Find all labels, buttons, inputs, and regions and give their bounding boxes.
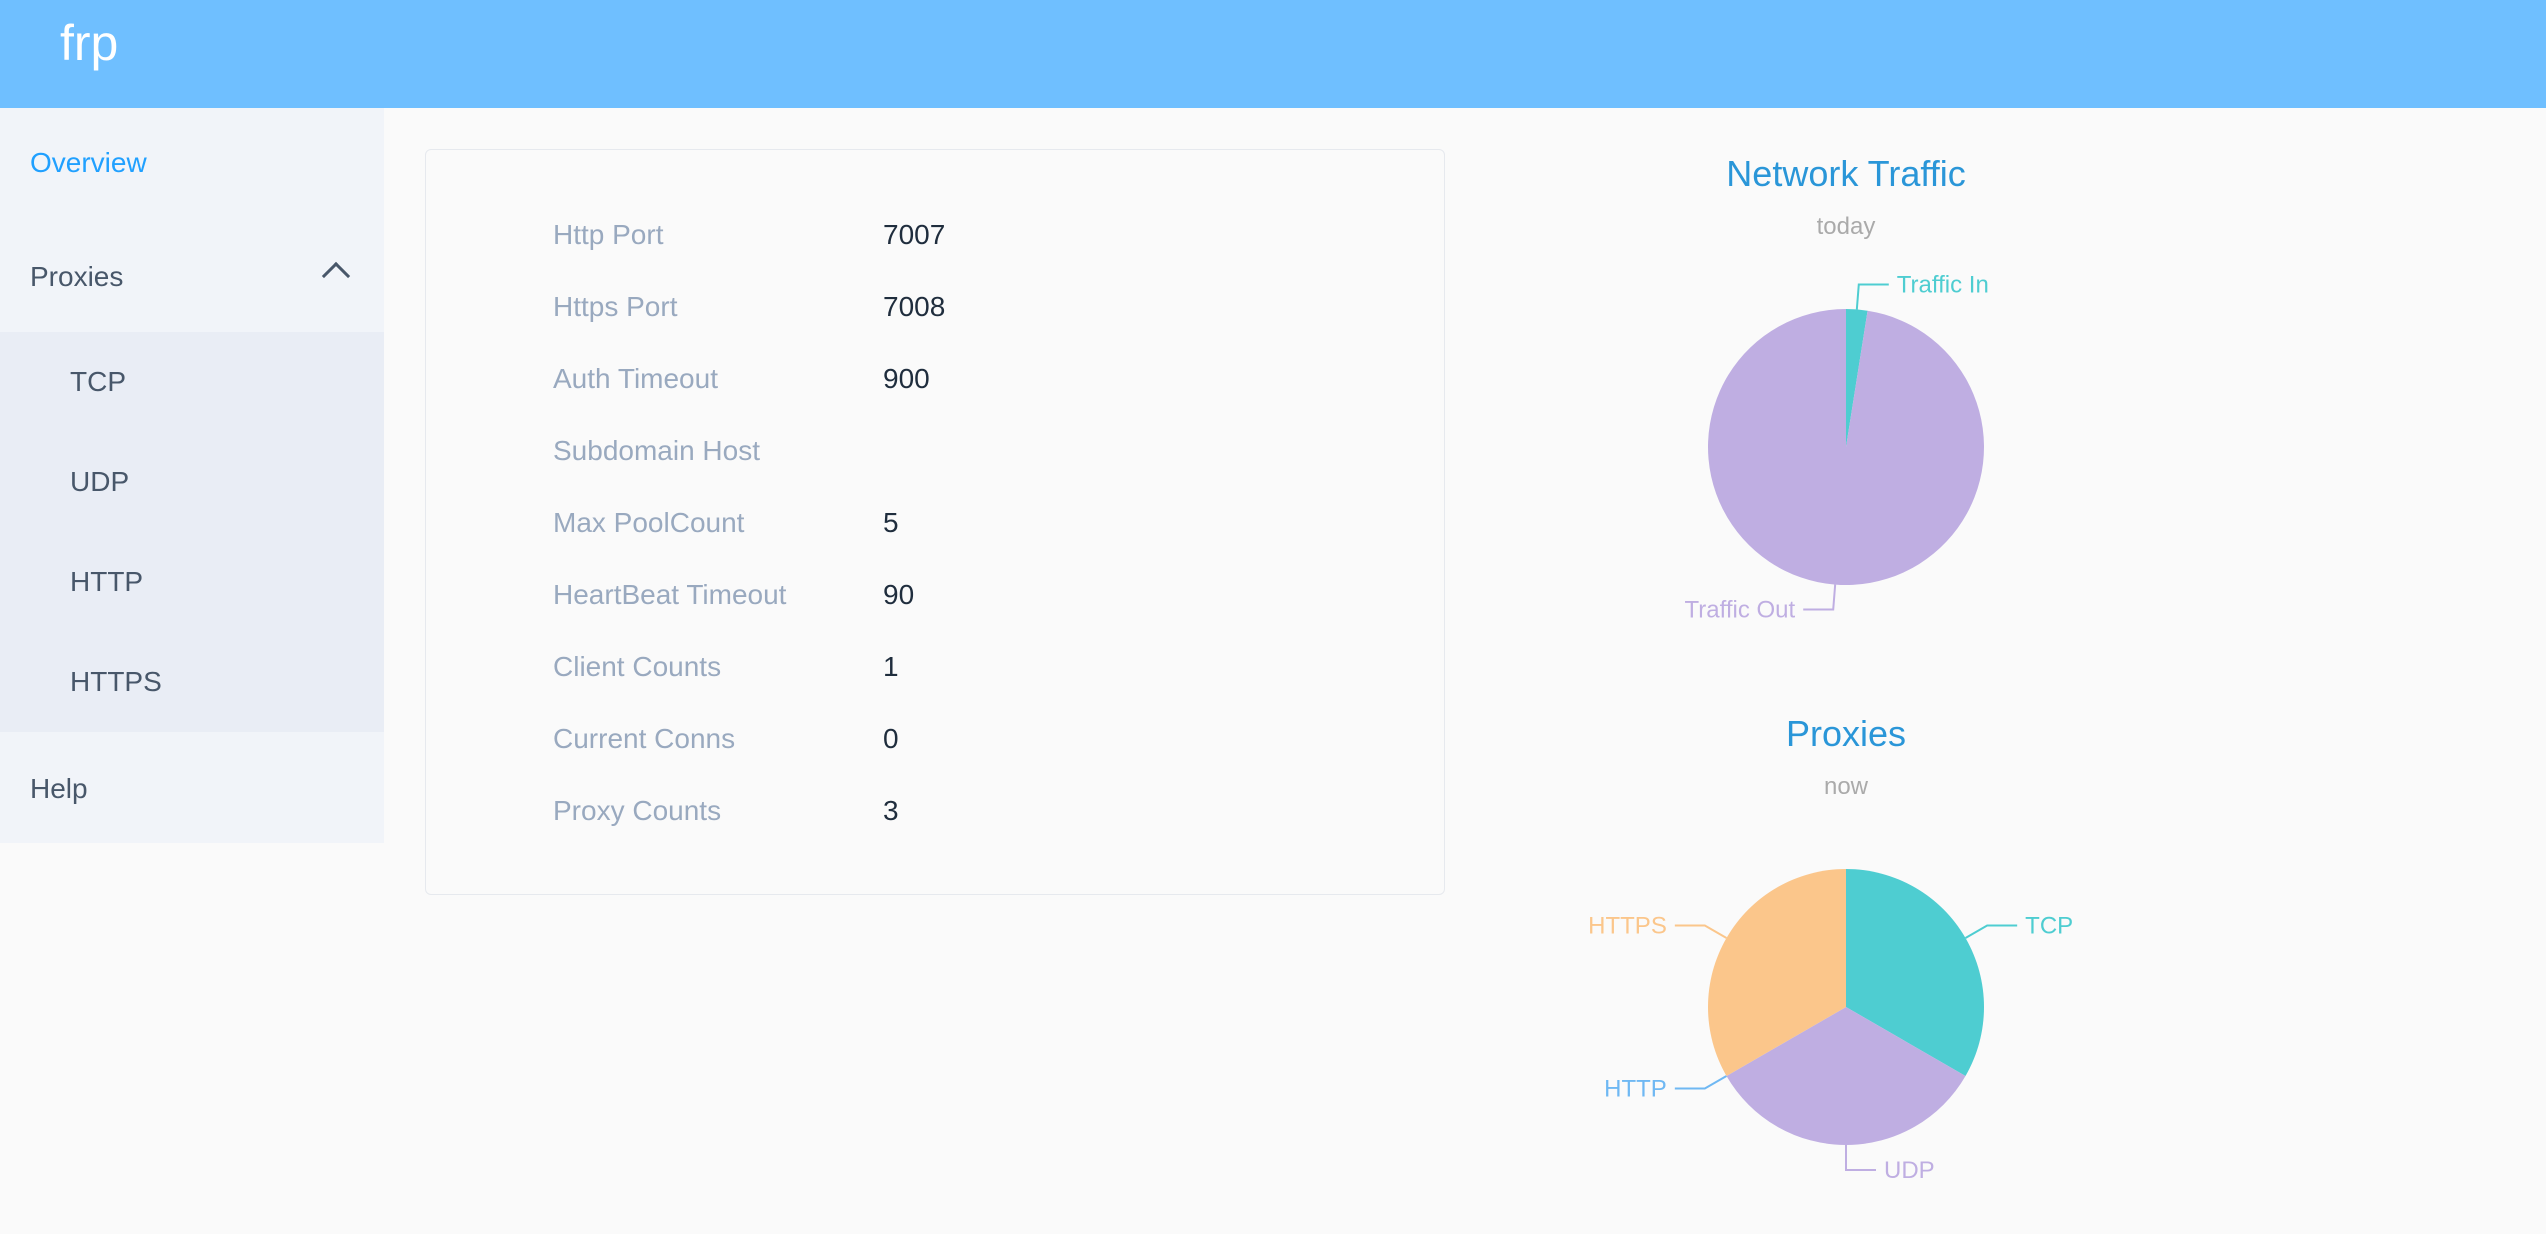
label-line xyxy=(1855,283,1889,310)
sidebar-item-udp[interactable]: UDP xyxy=(70,466,130,497)
info-value: 3 xyxy=(883,795,899,826)
label-line xyxy=(1845,1145,1876,1171)
info-value: 5 xyxy=(883,507,899,538)
label-line xyxy=(1965,924,2018,939)
sidebar-item-proxies[interactable]: Proxies xyxy=(0,232,384,322)
slice-label: Traffic Out xyxy=(1685,596,1796,623)
info-row: Auth Timeout 900 xyxy=(553,359,930,399)
info-label: HeartBeat Timeout xyxy=(553,579,787,610)
label-line xyxy=(1674,1075,1727,1090)
chart-title: Network Traffic xyxy=(1726,153,1965,194)
pie-slice xyxy=(1846,309,1868,447)
info-value: 7008 xyxy=(883,291,946,322)
sidebar-item-tcp[interactable]: TCP xyxy=(70,366,126,397)
slice-label: UDP xyxy=(1884,1157,1935,1184)
sidebar-item-http[interactable]: HTTP xyxy=(70,566,144,597)
info-label: Client Counts xyxy=(553,651,722,682)
slice-label: HTTP xyxy=(1604,1076,1667,1103)
info-label: Max PoolCount xyxy=(553,507,745,538)
info-row: Max PoolCount 5 xyxy=(553,503,899,543)
sidebar-item-overview[interactable]: Overview xyxy=(30,147,147,178)
charts-area: Network Traffic today Traffic In Traffic Ou… xyxy=(1588,153,2073,1184)
info-row: Client Counts 1 xyxy=(553,647,899,687)
slice-label: TCP xyxy=(2025,913,2073,940)
info-row: HeartBeat Timeout 90 xyxy=(553,575,914,615)
info-label: Proxy Counts xyxy=(553,795,722,826)
chart-title: Proxies xyxy=(1786,713,1906,754)
info-label: Subdomain Host xyxy=(553,435,761,466)
info-value: 90 xyxy=(883,579,915,610)
chart-subtitle: today xyxy=(1817,213,1876,240)
sidebar-item-help[interactable]: Help xyxy=(30,773,88,804)
chevron-up-icon xyxy=(321,261,351,291)
pie-slice xyxy=(1708,869,1846,1076)
info-row: Proxy Counts 3 xyxy=(553,791,899,831)
info-label: Http Port xyxy=(553,219,664,250)
info-row: Current Conns 0 xyxy=(553,719,899,759)
info-row: Http Port 7007 xyxy=(553,215,945,255)
info-value: 1 xyxy=(883,651,899,682)
info-label: Auth Timeout xyxy=(553,363,718,394)
label-line xyxy=(1674,924,1727,939)
info-row: Subdomain Host xyxy=(553,431,883,471)
sidebar: Overview Proxies TCP UDP HTTP HTTPS Help xyxy=(0,108,384,843)
info-label: Current Conns xyxy=(553,723,736,754)
chart-subtitle: now xyxy=(1824,773,1869,800)
label-line xyxy=(1803,584,1837,611)
info-label: Https Port xyxy=(553,291,678,322)
slice-label: HTTPS xyxy=(1588,913,1667,940)
info-value: 900 xyxy=(883,363,930,394)
slice-label: Traffic In xyxy=(1897,272,1989,299)
sidebar-item-label: Proxies xyxy=(30,261,124,292)
pie-slice xyxy=(1708,309,1984,585)
sidebar-item-https[interactable]: HTTPS xyxy=(70,666,162,697)
pie-slice xyxy=(1726,1007,1966,1146)
info-value: 7007 xyxy=(883,219,946,250)
info-row: Https Port 7008 xyxy=(553,287,945,327)
info-value: 0 xyxy=(883,723,899,754)
pie-slice xyxy=(1846,869,1984,1076)
app-logo[interactable]: frp xyxy=(60,15,119,71)
server-info-card: Http Port 7007 Https Port 7008 Auth Timeout 9… xyxy=(425,149,1445,895)
proxies-submenu: TCP UDP HTTP HTTPS xyxy=(0,332,384,732)
header: frp xyxy=(0,0,2546,108)
